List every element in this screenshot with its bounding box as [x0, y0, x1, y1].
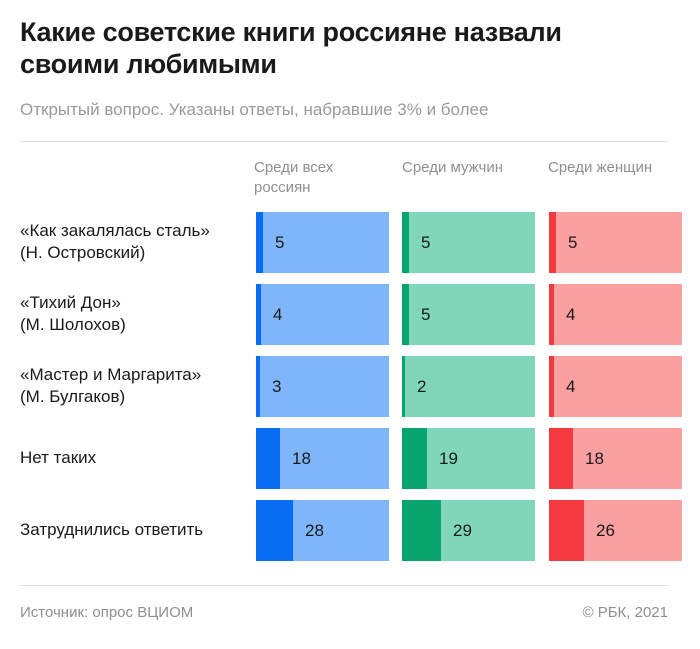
source-note: Источник: опрос ВЦИОМ: [20, 604, 194, 621]
data-label: 5: [421, 233, 431, 252]
copyright-note: © РБК, 2021: [582, 604, 668, 621]
bar-background: 18: [549, 428, 682, 489]
bar: [549, 212, 556, 273]
bar-background: 28: [256, 500, 389, 561]
top-divider: [20, 141, 668, 142]
bar: [256, 500, 293, 561]
bar-background: 4: [256, 284, 389, 345]
bar-background: 2: [402, 356, 535, 417]
data-label: 4: [566, 305, 576, 324]
chart-subtitle: Открытый вопрос. Указаны ответы, набравш…: [20, 100, 489, 119]
column-header: Среди женщин: [548, 159, 653, 176]
bar: [402, 356, 405, 417]
column-header: Среди мужчин: [402, 159, 503, 176]
bar: [256, 428, 280, 489]
bar-background: 5: [402, 284, 535, 345]
row-label: «Мастер и Маргарита» (М. Булгаков): [20, 365, 202, 406]
bar: [402, 428, 427, 489]
bar: [549, 428, 573, 489]
data-label: 4: [566, 377, 576, 396]
data-label: 19: [439, 449, 458, 468]
bar: [402, 212, 409, 273]
data-label: 5: [421, 305, 431, 324]
bar: [549, 500, 584, 561]
data-label: 18: [292, 449, 311, 468]
data-label: 18: [585, 449, 604, 468]
bar: [256, 212, 263, 273]
data-label: 26: [596, 521, 615, 540]
bar-background: 5: [256, 212, 389, 273]
row-label: Нет таких: [20, 448, 97, 467]
data-label: 28: [305, 521, 324, 540]
bar: [256, 284, 261, 345]
bar: [402, 284, 409, 345]
bar: [549, 284, 554, 345]
data-label: 5: [275, 233, 285, 252]
data-label: 2: [417, 377, 427, 396]
row-label: «Как закалялась сталь» (Н. Островский): [20, 221, 210, 262]
bar-background: 3: [256, 356, 389, 417]
bar-background: 4: [549, 284, 682, 345]
data-label: 29: [453, 521, 472, 540]
bar-background: 4: [549, 356, 682, 417]
row-label: «Тихий Дон» (М. Шолохов): [20, 293, 126, 334]
bar: [256, 356, 260, 417]
bar-background: 5: [549, 212, 682, 273]
column-header: Среди всех россиян: [254, 159, 334, 196]
data-label: 5: [568, 233, 578, 252]
chart-title: Какие советские книги россияне назвали с…: [20, 17, 562, 79]
row-label: Затруднились ответить: [20, 520, 204, 539]
bar: [402, 500, 441, 561]
bar-background: 19: [402, 428, 535, 489]
data-label: 3: [272, 377, 282, 396]
bar-background: 26: [549, 500, 682, 561]
bar-background: 29: [402, 500, 535, 561]
bar-background: 5: [402, 212, 535, 273]
bottom-divider: [20, 585, 668, 586]
bar: [549, 356, 554, 417]
data-label: 4: [273, 305, 283, 324]
bar-background: 18: [256, 428, 389, 489]
